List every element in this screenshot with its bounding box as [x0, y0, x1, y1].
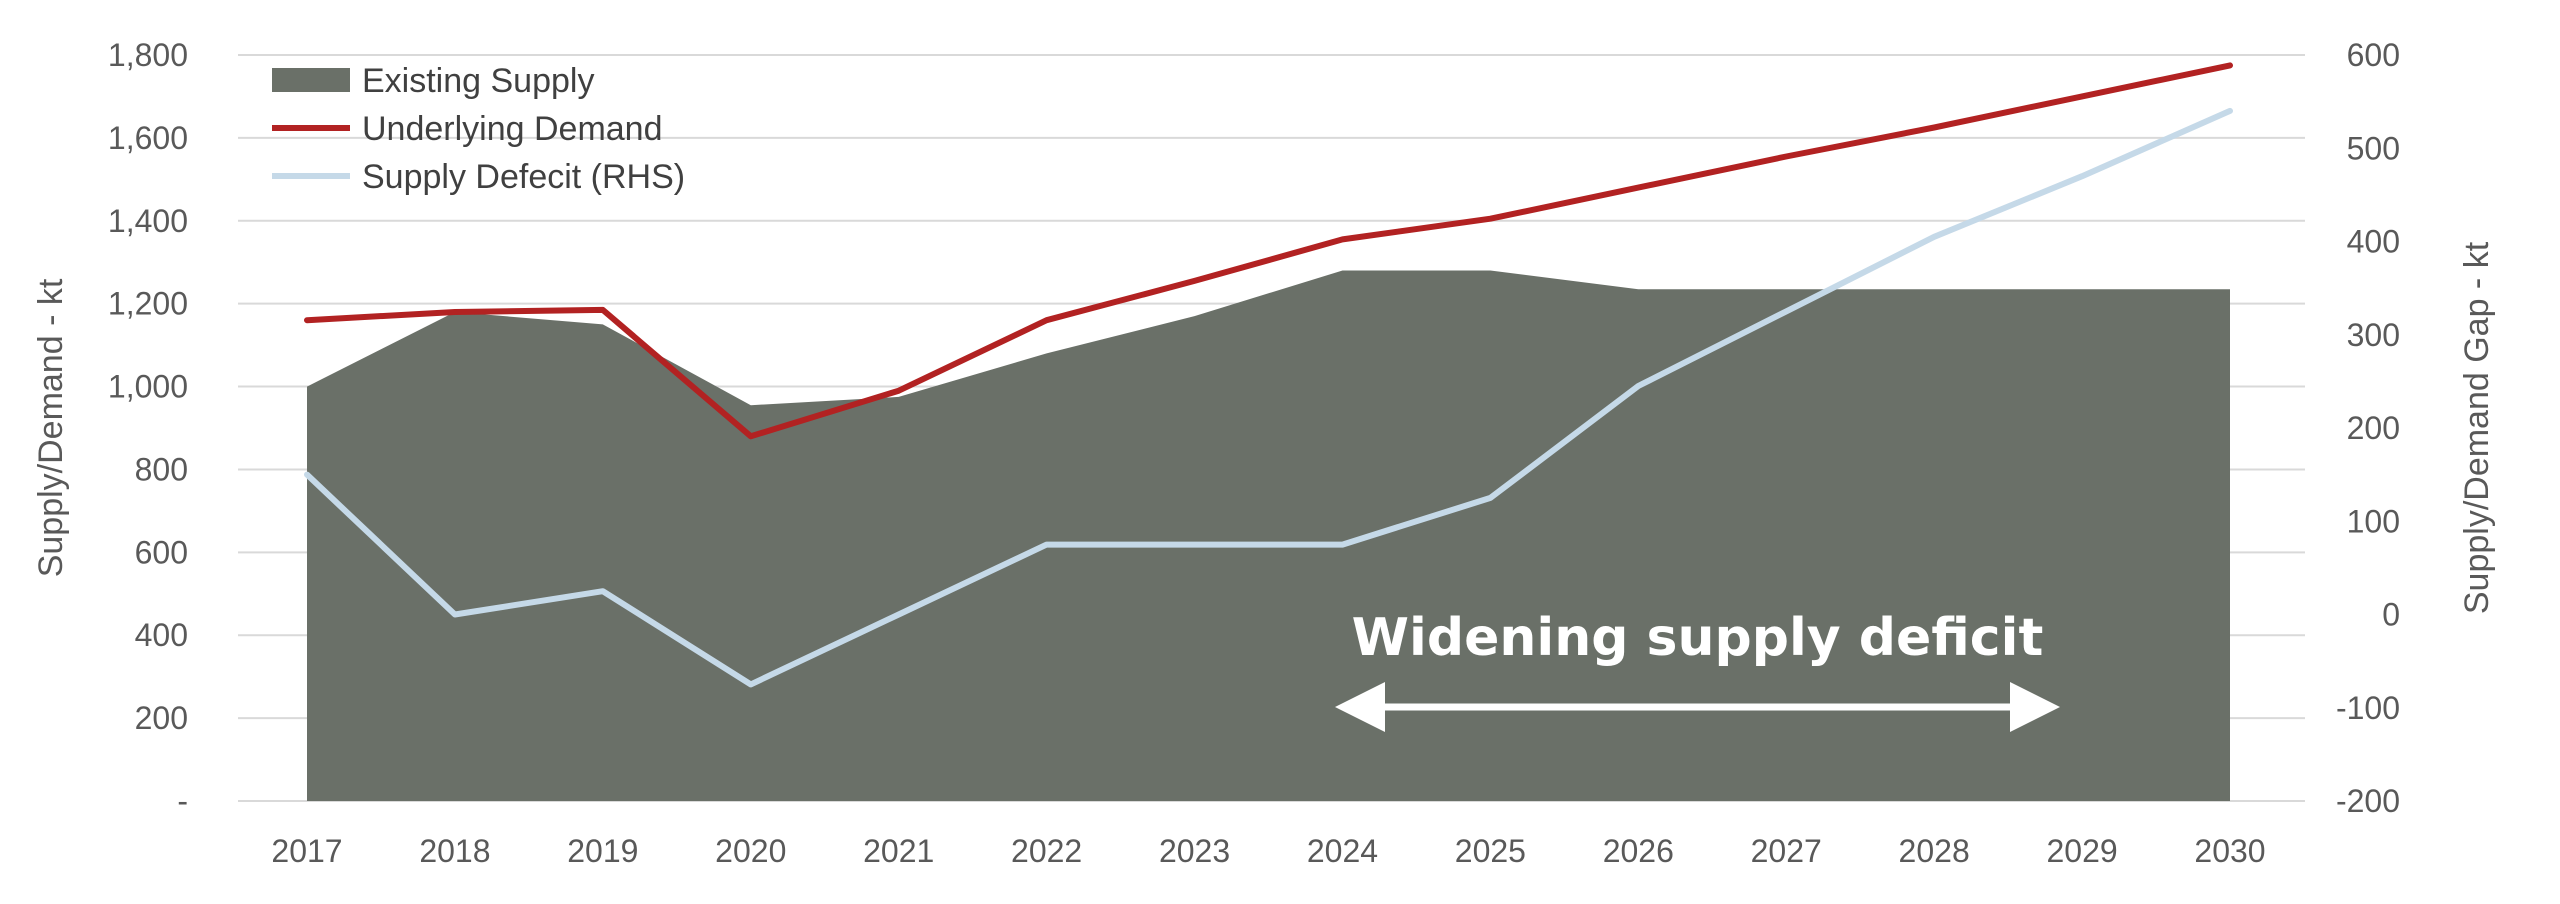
y-tick-label: 1,200 [108, 286, 188, 322]
data-point [1044, 317, 1050, 323]
x-tick-label: 2028 [1899, 833, 1970, 869]
y2-axis-title: Supply/Demand Gap - kt [2458, 241, 2496, 614]
line-supply-defecit [304, 107, 2233, 688]
legend: Existing Supply Underlying Demand Supply D… [272, 62, 685, 196]
y2-tick-label: 600 [2347, 37, 2400, 73]
x-tick-label: 2024 [1307, 833, 1378, 869]
data-point [748, 433, 754, 439]
data-point [896, 388, 902, 394]
data-point [452, 612, 458, 617]
y-tick-label: 400 [135, 617, 188, 653]
data-point [600, 588, 606, 594]
data-point [452, 309, 458, 315]
y2-tick-label: -200 [2336, 783, 2400, 819]
annotation-arrow-right-head [2010, 682, 2060, 732]
area-existing-supply [307, 270, 2230, 801]
y-tick-label: - [177, 783, 188, 819]
area-layer [307, 270, 2230, 801]
x-tick-label: 2021 [863, 833, 934, 869]
y2-tick-label: 500 [2347, 130, 2400, 166]
data-point [1635, 185, 1641, 191]
data-point [1044, 542, 1050, 548]
y2-tick-label: 200 [2347, 410, 2400, 446]
data-point [1487, 495, 1493, 501]
x-tick-label: 2030 [2194, 833, 2265, 869]
x-tick-label: 2027 [1751, 833, 1822, 869]
y2-tick-label: 0 [2382, 597, 2400, 633]
y-tick-label: 600 [135, 534, 188, 570]
x-tick-label: 2020 [715, 833, 786, 869]
y-tick-label: 800 [135, 451, 188, 487]
y-tick-label: 1,000 [108, 369, 188, 405]
annotation-arrow-left-head [1335, 682, 1385, 732]
y2-tick-label: 100 [2347, 503, 2400, 539]
data-point [2079, 173, 2085, 179]
line-layer [304, 62, 2233, 688]
x-tick-label: 2019 [567, 833, 638, 869]
data-point [1783, 154, 1789, 159]
data-point [1340, 542, 1345, 548]
data-point [1340, 236, 1345, 242]
data-point [2227, 62, 2233, 68]
legend-existing-supply-label: Existing Supply [362, 62, 594, 100]
y2-tick-label: 400 [2347, 224, 2400, 260]
data-point [1635, 383, 1641, 389]
data-point [748, 681, 754, 687]
x-tick-label: 2025 [1455, 833, 1526, 869]
data-point [896, 612, 902, 617]
data-point [1192, 542, 1197, 548]
data-point [1192, 278, 1197, 284]
y-tick-label: 1,800 [108, 37, 188, 73]
x-tick-label: 2018 [419, 833, 490, 869]
legend-existing-supply-swatch [272, 68, 350, 92]
data-point [1931, 125, 1937, 130]
data-point [600, 307, 606, 313]
y-tick-label: 1,600 [108, 120, 188, 156]
x-tick-label: 2017 [271, 833, 342, 869]
x-tick-label: 2029 [2046, 833, 2117, 869]
annotation-label: Widening supply deficit [1352, 608, 2044, 668]
data-point [304, 317, 310, 323]
y2-tick-label: 300 [2347, 317, 2400, 353]
x-tick-label: 2026 [1603, 833, 1674, 869]
y-tick-label: 200 [135, 700, 188, 736]
legend-underlying-demand-label: Underlying Demand [362, 110, 663, 148]
data-point [2079, 93, 2085, 99]
y-axis-title: Supply/Demand - kt [32, 278, 70, 577]
x-tick-label: 2022 [1011, 833, 1082, 869]
data-point [1931, 234, 1937, 240]
data-point [1783, 308, 1789, 314]
annotation: Widening supply deficit [1335, 608, 2060, 732]
axis-layer: -2004006008001,0001,2001,4001,6001,800-2… [32, 37, 2496, 869]
data-point [1487, 216, 1493, 222]
legend-supply-defecit-label: Supply Defecit (RHS) [362, 158, 685, 196]
data-point [2227, 108, 2233, 114]
x-tick-label: 2023 [1159, 833, 1230, 869]
data-point [304, 472, 310, 478]
y-tick-label: 1,400 [108, 203, 188, 239]
y2-tick-label: -100 [2336, 690, 2400, 726]
line-underlying-demand [304, 62, 2233, 440]
